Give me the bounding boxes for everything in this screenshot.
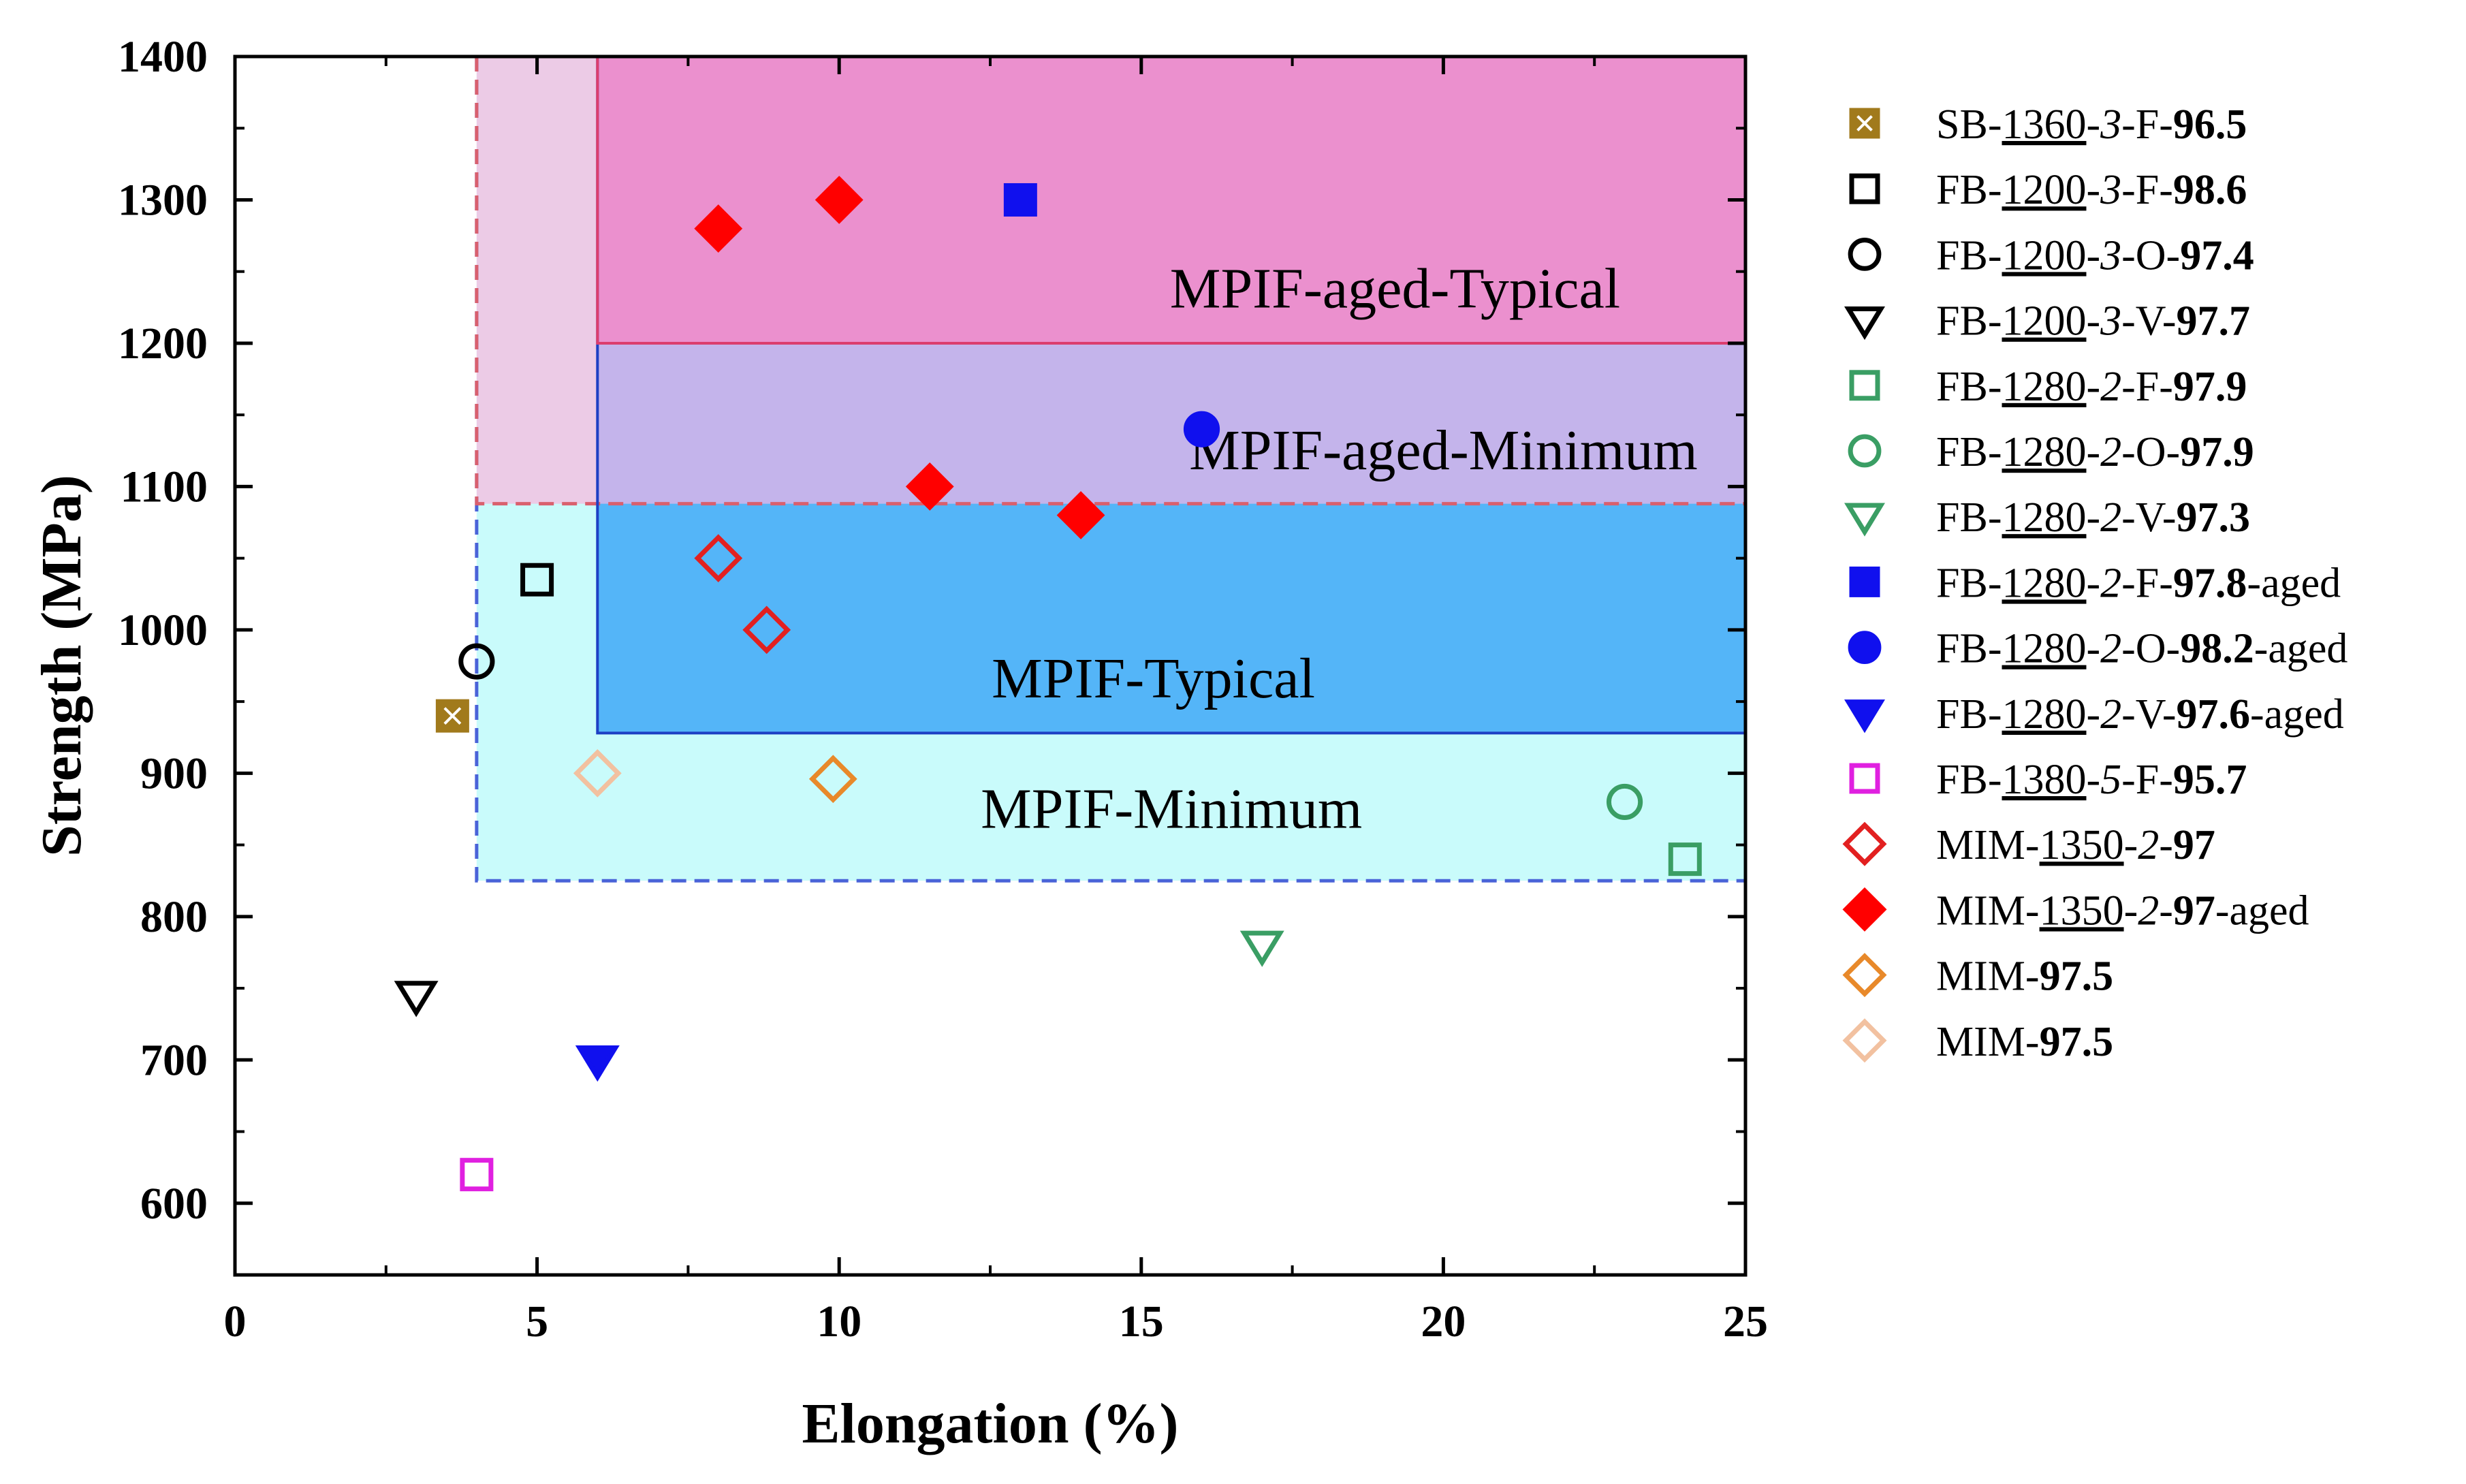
region-label-mpif-aged-minimum: MPIF-aged-Minimum bbox=[1189, 419, 1698, 482]
data-point-5 bbox=[1668, 842, 1702, 877]
legend-item-3: FB-1200-3-O-97.4 bbox=[1848, 232, 2254, 279]
legend-marker bbox=[1848, 631, 1882, 664]
legend-label: FB-1200-3-O-97.4 bbox=[1936, 232, 2254, 279]
data-point-4 bbox=[394, 981, 439, 1017]
y-tick-label: 900 bbox=[140, 748, 208, 798]
legend-item-15: MIM-97.5 bbox=[1842, 1018, 2113, 1065]
legend-item-9: FB-1280-2-O-98.2-aged bbox=[1848, 626, 2348, 672]
legend-item-7: FB-1280-2-V-97.3 bbox=[1844, 494, 2250, 541]
axes: 0 5 10 15 20 25 600 700 800 900 1000 1100 1200 1300 14… bbox=[30, 32, 1768, 1455]
y-axis-label: Strength (MPa) bbox=[30, 475, 93, 857]
legend-marker bbox=[1849, 566, 1880, 597]
data-point-1-cross bbox=[443, 707, 462, 725]
legend-label: FB-1280-2-F-97.9 bbox=[1936, 364, 2247, 410]
border-mpif-aged-minimum bbox=[475, 57, 1745, 506]
legend-label: FB-1280-2-V-97.3 bbox=[1936, 494, 2250, 541]
region-label-mpif-minimum: MPIF-Minimum bbox=[981, 777, 1362, 840]
legend-marker bbox=[1849, 173, 1880, 204]
data-point-11 bbox=[460, 1158, 494, 1192]
legend-label: SB-1360-3-F-96.5 bbox=[1936, 101, 2247, 148]
legend-label: FB-1280-2-O-98.2-aged bbox=[1936, 626, 2348, 672]
y-tick-label: 600 bbox=[140, 1179, 208, 1229]
border-mpif-minimum bbox=[475, 57, 1745, 883]
data-point-6 bbox=[1606, 783, 1643, 821]
region-label-mpif-typical: MPIF-Typical bbox=[992, 647, 1315, 710]
region-aged-typical-top bbox=[597, 57, 1745, 343]
data-point-13 bbox=[694, 204, 743, 253]
legend-item-1: SB-1360-3-F-96.5 bbox=[1849, 101, 2247, 148]
legend-marker bbox=[1844, 503, 1885, 537]
y-tick-label: 1200 bbox=[118, 319, 208, 368]
legend-marker-cross bbox=[1856, 115, 1873, 131]
data-point-13 bbox=[1056, 491, 1105, 539]
x-tick-label: 25 bbox=[1723, 1297, 1768, 1346]
region-labels: MPIF-Minimum MPIF-aged-Minimum MPIF-Typica… bbox=[981, 257, 1698, 840]
data-point-12 bbox=[742, 605, 791, 654]
legend-item-14: MIM-97.5 bbox=[1842, 953, 2113, 1000]
legend-label: MIM-1350-2-97-aged bbox=[1936, 887, 2309, 934]
legend-item-5: FB-1280-2-F-97.9 bbox=[1849, 364, 2247, 410]
data-point-14 bbox=[808, 755, 857, 804]
data-point-13 bbox=[905, 462, 954, 511]
legend-marker bbox=[1848, 238, 1882, 271]
legend: SB-1360-3-F-96.5 FB-1200-3-F-98.6 FB-1200-… bbox=[1842, 101, 2348, 1065]
region-label-mpif-aged-typical: MPIF-aged-Typical bbox=[1170, 257, 1620, 320]
data-points bbox=[394, 176, 1702, 1192]
legend-marker bbox=[1844, 699, 1885, 733]
legend-marker bbox=[1849, 370, 1880, 401]
legend-label: MIM-1350-2-97 bbox=[1936, 822, 2215, 868]
x-axis-label: Elongation (%) bbox=[802, 1392, 1178, 1455]
legend-marker bbox=[1842, 953, 1887, 998]
y-tick-label: 700 bbox=[140, 1035, 208, 1085]
legend-label: MIM-97.5 bbox=[1936, 1019, 2113, 1065]
data-point-15 bbox=[573, 748, 622, 798]
legend-item-13: MIM-1350-2-97-aged bbox=[1842, 887, 2309, 934]
region-borders bbox=[475, 57, 1745, 883]
data-point-13 bbox=[815, 176, 864, 224]
legend-marker bbox=[1842, 887, 1887, 932]
legend-marker bbox=[1844, 306, 1885, 341]
legend-item-8: FB-1280-2-F-97.8-aged bbox=[1849, 560, 2341, 606]
legend-label: FB-1280-2-O-97.9 bbox=[1936, 429, 2254, 475]
legend-label: FB-1380-5-F-95.7 bbox=[1936, 757, 2247, 803]
legend-item-12: MIM-1350-2-97 bbox=[1842, 821, 2215, 868]
y-tick-label: 1100 bbox=[121, 462, 208, 511]
data-point-3 bbox=[458, 643, 495, 680]
legend-marker bbox=[1842, 821, 1887, 866]
legend-item-6: FB-1280-2-O-97.9 bbox=[1848, 429, 2254, 475]
border-mpif-aged-typical bbox=[596, 57, 1745, 345]
legend-marker bbox=[1842, 1018, 1887, 1063]
data-point-10 bbox=[575, 1045, 620, 1082]
y-tick-label: 800 bbox=[140, 892, 208, 942]
y-tick-label: 1400 bbox=[118, 32, 208, 82]
data-point-9 bbox=[1183, 411, 1220, 447]
legend-marker bbox=[1848, 434, 1882, 468]
legend-label: FB-1280-2-F-97.8-aged bbox=[1936, 560, 2341, 606]
legend-label: FB-1200-3-F-98.6 bbox=[1936, 167, 2247, 213]
y-tick-label: 1300 bbox=[118, 175, 208, 225]
data-point-7 bbox=[1239, 930, 1284, 967]
legend-label: MIM-97.5 bbox=[1936, 953, 2113, 1000]
x-tick-label: 15 bbox=[1119, 1297, 1164, 1346]
data-point-12 bbox=[694, 534, 743, 583]
legend-item-4: FB-1200-3-V-97.7 bbox=[1844, 298, 2250, 345]
data-point-8 bbox=[1003, 183, 1037, 217]
y-tick-label: 1000 bbox=[118, 605, 208, 655]
data-point-2 bbox=[520, 563, 554, 597]
legend-label: FB-1200-3-V-97.7 bbox=[1936, 298, 2250, 345]
shaded-regions bbox=[476, 57, 1745, 881]
legend-marker bbox=[1849, 763, 1880, 794]
legend-item-2: FB-1200-3-F-98.6 bbox=[1849, 167, 2247, 213]
x-tick-label: 0 bbox=[224, 1297, 247, 1346]
x-tick-label: 5 bbox=[526, 1297, 548, 1346]
legend-label: FB-1280-2-V-97.6-aged bbox=[1936, 691, 2344, 738]
legend-item-11: FB-1380-5-F-95.7 bbox=[1849, 757, 2247, 803]
x-tick-label: 10 bbox=[817, 1297, 861, 1346]
x-tick-label: 20 bbox=[1421, 1297, 1466, 1346]
legend-item-10: FB-1280-2-V-97.6-aged bbox=[1844, 691, 2344, 738]
